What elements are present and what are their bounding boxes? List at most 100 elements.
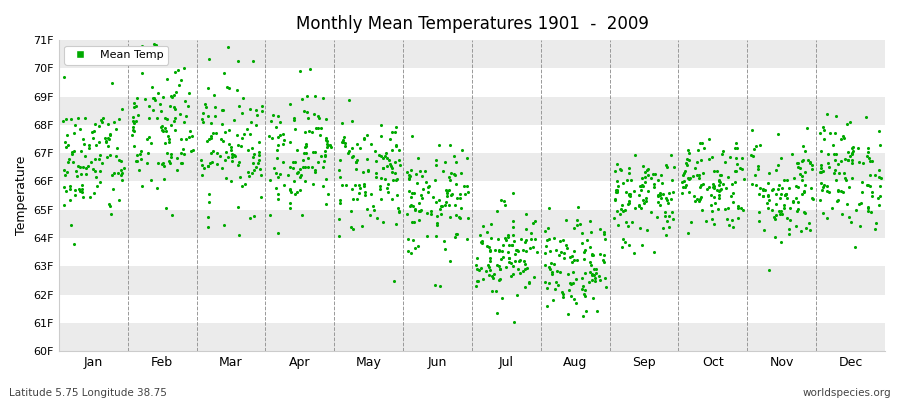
Point [67,148,81,154]
Point [238,180,252,187]
Point [566,295,580,302]
Point [311,115,326,122]
Point [505,242,519,248]
Point [752,185,767,191]
Point [664,195,679,202]
Point [146,107,160,113]
Point [69,172,84,179]
Point [345,118,359,124]
Point [506,262,520,269]
Point [163,93,177,99]
Point [623,191,637,197]
Point [440,192,454,199]
Point [598,284,613,290]
Point [846,148,860,154]
Point [65,150,79,157]
Point [482,272,496,279]
Legend: Mean Temp: Mean Temp [65,46,168,64]
Point [287,126,302,132]
Point [404,133,419,139]
Point [381,181,395,188]
Point [248,167,262,173]
Point [162,136,176,142]
Point [401,175,416,181]
Point [692,175,706,181]
Point [650,214,664,221]
Point [82,144,96,151]
Point [555,289,570,295]
Point [555,293,570,300]
Point [701,136,716,142]
Point [349,159,364,166]
Point [704,192,718,198]
Point [103,131,117,138]
Point [443,177,457,183]
Point [283,164,297,170]
Point [782,217,796,223]
Point [353,185,367,191]
Point [100,121,114,127]
Point [433,283,447,289]
Point [86,134,100,141]
Point [449,211,464,218]
Point [70,163,85,169]
Point [84,159,98,166]
Point [447,153,462,160]
Point [519,226,534,232]
Point [184,148,198,154]
Point [401,236,416,242]
Point [553,269,567,276]
Point [412,208,427,214]
Point [210,161,224,167]
Point [443,258,457,264]
Point [461,215,475,221]
Point [308,93,322,99]
Point [170,167,184,174]
Point [641,171,655,178]
Point [448,233,463,240]
Point [575,275,590,281]
Point [618,189,633,196]
Point [389,177,403,183]
Text: worldspecies.org: worldspecies.org [803,388,891,398]
Point [752,218,766,224]
Point [318,153,332,159]
Point [655,190,670,197]
Point [611,182,625,189]
Point [314,153,328,159]
Point [153,124,167,130]
Point [56,118,70,124]
Point [726,190,741,196]
Point [760,180,775,186]
Point [310,113,325,120]
Point [223,144,238,150]
Point [156,160,170,166]
Point [519,248,534,254]
Point [306,181,320,187]
Point [527,274,542,280]
Point [234,143,248,149]
Point [490,208,504,214]
Point [610,189,625,195]
Point [491,310,505,316]
Point [589,270,603,276]
Text: Latitude 5.75 Longitude 38.75: Latitude 5.75 Longitude 38.75 [9,388,166,398]
Point [243,131,257,138]
Point [270,230,284,236]
Point [712,178,726,184]
Point [400,168,415,175]
Point [246,58,260,64]
Point [706,194,721,200]
Point [413,167,428,174]
Point [500,232,515,239]
Point [721,174,735,181]
Point [509,292,524,299]
Point [582,244,597,250]
Point [868,226,883,232]
Point [729,155,743,161]
Point [830,198,844,204]
Point [355,223,369,229]
Point [658,209,672,215]
Point [369,157,383,164]
Point [254,193,268,200]
